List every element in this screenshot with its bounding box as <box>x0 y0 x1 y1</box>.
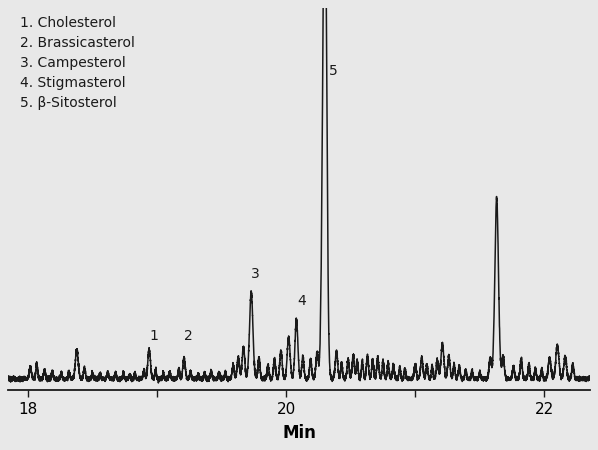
X-axis label: Min: Min <box>282 423 316 441</box>
Text: 3: 3 <box>251 267 260 281</box>
Text: 5: 5 <box>329 64 337 78</box>
Text: 1. Cholesterol
2. Brassicasterol
3. Campesterol
4. Stigmasterol
5. β-Sitosterol: 1. Cholesterol 2. Brassicasterol 3. Camp… <box>20 16 135 110</box>
Text: 4: 4 <box>298 294 306 308</box>
Text: 2: 2 <box>184 329 193 343</box>
Text: 1: 1 <box>149 329 158 343</box>
